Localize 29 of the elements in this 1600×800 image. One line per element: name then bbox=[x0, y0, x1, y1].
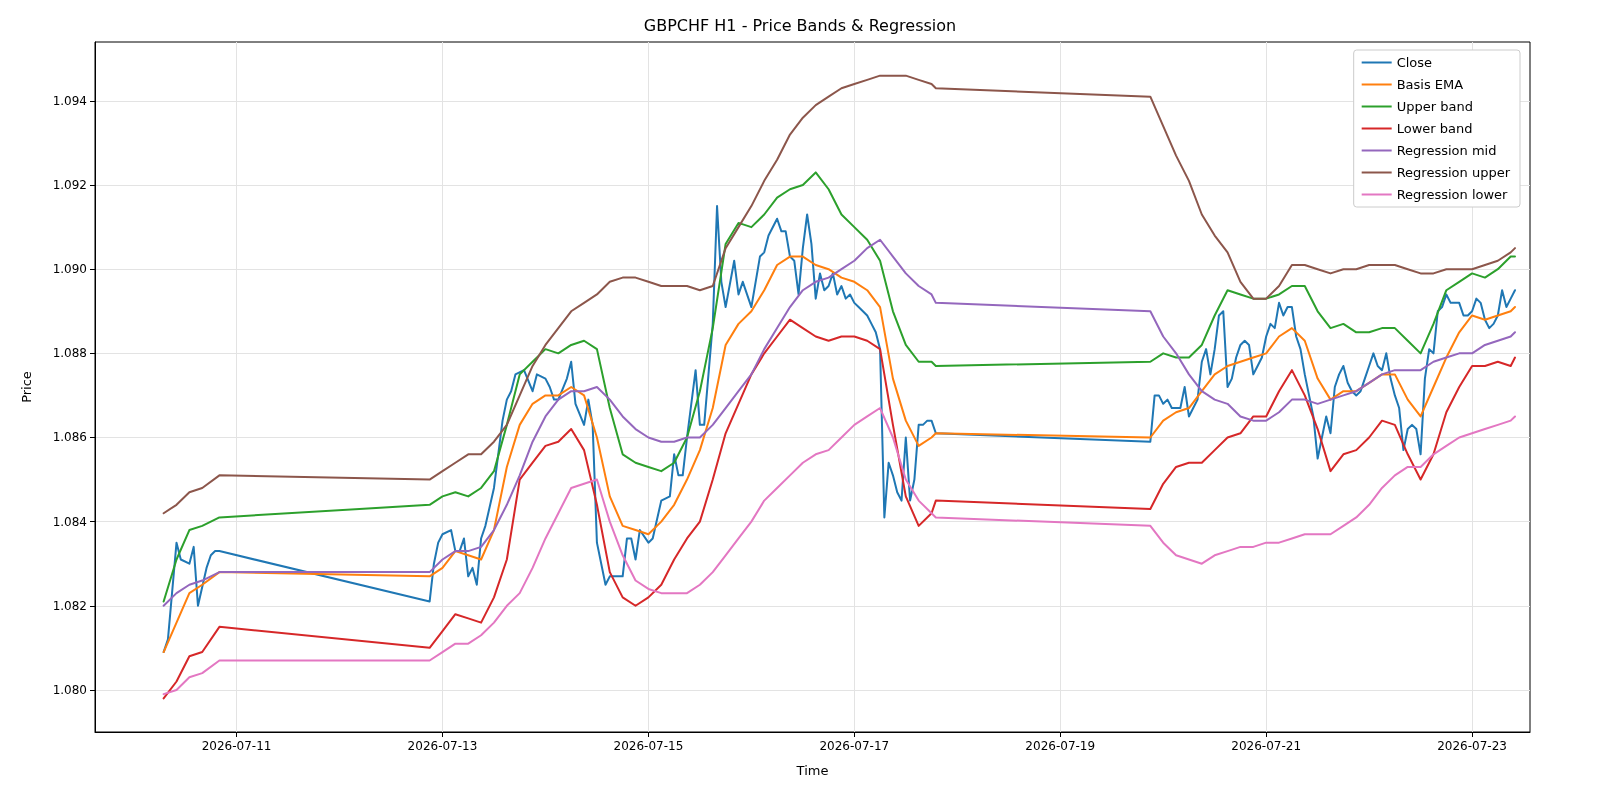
x-tick-label: 2026-07-19 bbox=[1025, 739, 1096, 753]
y-tick-label: 1.086 bbox=[52, 430, 87, 445]
legend-label: Regression lower bbox=[1396, 187, 1509, 202]
y-tick-label: 1.084 bbox=[52, 514, 87, 529]
line-series bbox=[162, 238, 1516, 607]
legend-label: Regression mid bbox=[1396, 143, 1497, 158]
x-axis-title: Time bbox=[795, 763, 829, 778]
legend-label: Basis EMA bbox=[1396, 77, 1464, 92]
y-tick-label: 1.082 bbox=[52, 598, 87, 613]
x-tick-label: 2026-07-17 bbox=[819, 739, 890, 753]
x-tick-label: 2026-07-23 bbox=[1437, 739, 1507, 753]
y-axis-title: Price bbox=[19, 371, 34, 403]
y-tick-label: 1.080 bbox=[52, 682, 87, 697]
x-tick-label: 2026-07-21 bbox=[1231, 739, 1302, 753]
y-tick-label: 1.088 bbox=[52, 346, 87, 361]
y-tick-label: 1.090 bbox=[52, 262, 87, 277]
y-tick-label: 1.094 bbox=[52, 93, 87, 108]
x-tick-label: 2026-07-11 bbox=[201, 739, 272, 753]
x-tick-label: 2026-07-15 bbox=[613, 739, 684, 753]
y-tick-label: 1.092 bbox=[52, 178, 87, 193]
legend-label: Close bbox=[1396, 55, 1433, 70]
legend-label: Lower band bbox=[1396, 121, 1473, 136]
line-series bbox=[162, 74, 1516, 515]
line-series bbox=[162, 407, 1516, 696]
line-series bbox=[162, 318, 1516, 700]
legend-label: Upper band bbox=[1396, 99, 1473, 114]
legend-label: Regression upper bbox=[1396, 165, 1511, 180]
x-tick-label: 2026-07-13 bbox=[407, 739, 478, 753]
chart-title: GBPCHF H1 - Price Bands & Regression bbox=[643, 15, 957, 35]
